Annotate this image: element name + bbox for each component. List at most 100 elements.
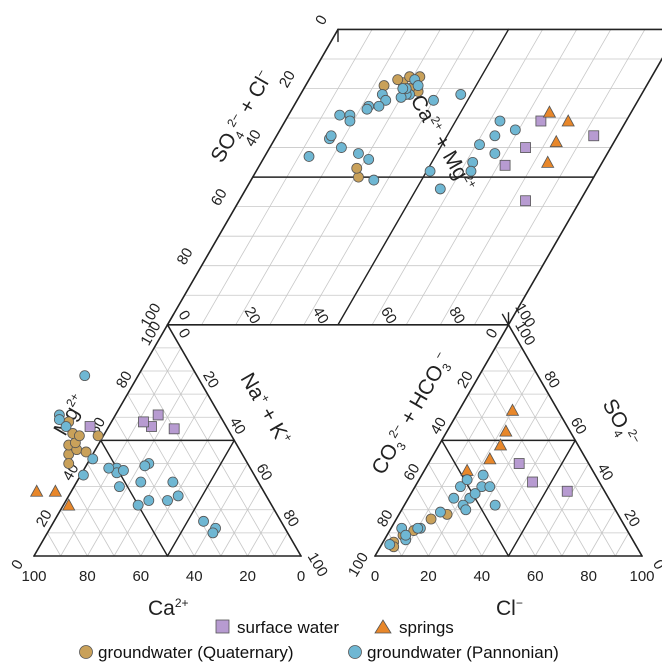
springs-cation-point <box>29 484 44 497</box>
springs-anion-point <box>493 438 508 451</box>
groundwater-pannonian-diamond-point <box>424 165 436 177</box>
springs-anion-point <box>460 463 474 476</box>
groundwater-pannonian-cation-point <box>207 527 219 539</box>
groundwater-pannonian-cation-point <box>139 460 151 472</box>
anion-extension-line <box>501 313 510 326</box>
groundwater-pannonian-cation-point <box>79 370 91 382</box>
sulfate-chloride-axis-label: SO42− + Cl− <box>206 67 280 168</box>
springs-diamond-point <box>542 105 557 118</box>
groundwater-pannonian-diamond-point <box>368 174 380 186</box>
anion-x-tick-label: 40 <box>473 568 490 585</box>
groundwater-quaternary-diamond-point <box>351 162 363 174</box>
groundwater-pannonian-diamond-point <box>474 139 485 151</box>
groundwater-pannonian-diamond-point <box>489 130 501 142</box>
sulfate-chloride-tick-label: 80 <box>174 245 197 268</box>
carbonate-tick-label: 80 <box>374 507 397 530</box>
cation-x-tick-label: 80 <box>79 568 96 585</box>
groundwater-pannonian-diamond-point <box>509 124 521 136</box>
groundwater-pannonian-anion-point <box>461 474 473 486</box>
groundwater-pannonian-diamond-point <box>397 83 409 94</box>
springs-diamond-point <box>549 134 563 148</box>
legend-label-surface-water: surface water <box>237 618 339 637</box>
legend-label-groundwater-pannonian: groundwater (Pannonian) <box>367 643 559 662</box>
groundwater-pannonian-diamond-point <box>380 94 392 106</box>
data-markers <box>29 71 600 553</box>
groundwater-pannonian-cation-point <box>77 469 89 481</box>
cation-grid-line <box>153 347 275 557</box>
groundwater-pannonian-anion-point <box>477 469 489 481</box>
cation-x-label: Ca2+ <box>148 596 189 620</box>
na-k-tick-label: 20 <box>199 368 222 391</box>
cation-x-tick-label: 20 <box>239 568 256 585</box>
surface-water-cation-point <box>84 421 96 432</box>
cation-classification-line <box>166 439 235 557</box>
anion-grid-line <box>494 347 616 557</box>
na-k-tick-label: 100 <box>304 550 331 580</box>
cation-grid-line <box>247 509 275 557</box>
groundwater-pannonian-anion-point <box>460 504 472 516</box>
surface-water-diamond-point <box>499 159 511 171</box>
carbonate-tick-label: 40 <box>427 415 450 438</box>
groundwater-pannonian-cation-point <box>53 414 65 425</box>
cation-x-tick-label: 60 <box>132 568 149 585</box>
legend-marker-springs <box>374 619 392 634</box>
groundwater-pannonian-cation-point <box>162 495 173 506</box>
groundwater-pannonian-diamond-point <box>363 153 375 165</box>
na-k-tick-label: 60 <box>253 461 276 484</box>
surface-water-anion-point <box>527 476 538 488</box>
cation-grid-line <box>193 463 249 557</box>
cation-grid-line <box>273 532 289 557</box>
groundwater-pannonian-cation-point <box>118 465 129 476</box>
cation-grid-line <box>113 393 208 557</box>
calcium-magnesium-tick-label: 20 <box>241 304 264 327</box>
sulfate-chloride-tick-label: 0 <box>312 12 331 28</box>
cation-x-tick-label: 100 <box>21 568 46 585</box>
cation-classification-line <box>100 439 169 557</box>
cation-grid-line <box>46 532 62 557</box>
groundwater-quaternary-diamond-point <box>378 80 390 91</box>
na-k-tick-label: 40 <box>226 415 249 438</box>
frame-lines <box>33 28 662 557</box>
surface-water-diamond-point <box>520 142 531 153</box>
mg-tick-label: 20 <box>33 507 56 530</box>
groundwater-pannonian-diamond-point <box>467 156 479 168</box>
anion-grid-line <box>614 532 630 557</box>
calcium-magnesium-axis-label: Ca2+ + Mg2+ <box>406 91 480 196</box>
sulfate-tick-label: 20 <box>620 507 643 530</box>
groundwater-pannonian-anion-point <box>400 529 412 541</box>
springs-anion-point <box>499 424 513 437</box>
groundwater-pannonian-diamond-point <box>334 109 346 121</box>
legend-label-springs: springs <box>399 618 454 637</box>
groundwater-quaternary-anion-point <box>425 513 437 525</box>
groundwater-quaternary-cation-point <box>63 458 75 469</box>
groundwater-pannonian-diamond-point <box>325 130 337 142</box>
na-k-tick-label: 0 <box>175 326 194 342</box>
surface-water-diamond-point <box>535 115 547 127</box>
groundwater-pannonian-diamond-point <box>373 100 385 112</box>
groundwater-pannonian-diamond-point <box>489 148 501 159</box>
springs-cation-point <box>48 484 63 497</box>
sulfate-chloride-tick-label: 60 <box>208 186 231 209</box>
surface-water-cation-point <box>152 409 164 421</box>
carbonate-tick-label: 60 <box>400 461 423 484</box>
cation-grid-line <box>60 347 182 557</box>
surface-water-diamond-point <box>588 130 600 142</box>
springs-diamond-point <box>561 114 575 127</box>
groundwater-pannonian-diamond-point <box>344 115 356 127</box>
anion-x-tick-label: 60 <box>527 568 544 585</box>
groundwater-pannonian-diamond-point <box>412 80 424 91</box>
groundwater-pannonian-diamond-point <box>494 115 506 127</box>
springs-diamond-point <box>541 155 555 168</box>
anion-grid-line <box>427 463 483 557</box>
carbonate-tick-label: 100 <box>345 550 372 580</box>
surface-water-cation-point <box>138 416 149 428</box>
cation-x-tick-label: 40 <box>186 568 203 585</box>
anion-x-label: Cl− <box>496 596 523 620</box>
calcium-magnesium-tick-label: 60 <box>377 304 400 327</box>
anion-grid-line <box>468 393 563 557</box>
groundwater-pannonian-cation-point <box>87 453 99 465</box>
groundwater-quaternary-cation-point <box>80 446 92 458</box>
groundwater-pannonian-cation-point <box>172 490 184 502</box>
carbonate-axis-label: CO32− + HCO3− <box>367 349 458 480</box>
